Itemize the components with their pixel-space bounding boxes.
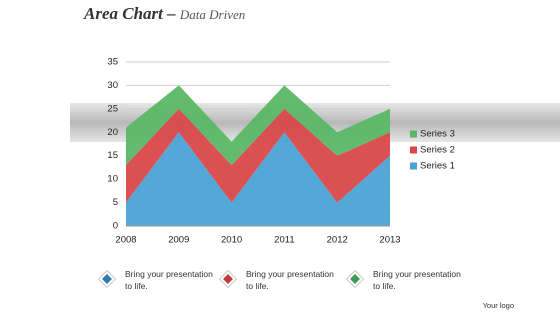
item-icon-inner: [350, 274, 360, 284]
y-tick-label: 10: [107, 174, 118, 185]
item-icon-inner: [223, 274, 233, 284]
footer: Your logo: [482, 301, 514, 310]
y-tick-label: 25: [107, 103, 118, 114]
legend-swatch: [410, 130, 417, 138]
y-tick-label: 30: [107, 80, 118, 91]
header-title: Area Chart – Data Driven: [84, 4, 246, 23]
item-text: Bring your presentation to life.: [246, 269, 334, 291]
legend-swatch: [410, 146, 417, 154]
x-tick-label: 2010: [221, 235, 242, 246]
x-tick-label: 2013: [379, 235, 400, 246]
y-tick-label: 5: [113, 197, 118, 208]
legend-label: Series 2: [420, 145, 455, 156]
legend-label: Series 3: [420, 129, 455, 140]
area: [126, 108, 390, 203]
x-tick-label: 2008: [115, 235, 136, 246]
legend-label: Series 1: [420, 161, 455, 172]
x-tick-label: 2012: [327, 235, 348, 246]
area: [126, 132, 390, 226]
y-tick-label: 15: [107, 150, 118, 161]
y-tick-label: 20: [107, 127, 118, 138]
area: [126, 85, 390, 166]
item-text: Bring your presentation to life.: [373, 269, 461, 291]
item-text: Bring your presentation to life.: [125, 269, 213, 291]
y-tick-label: 35: [107, 57, 118, 68]
legend-swatch: [410, 162, 417, 170]
y-tick-label: 0: [113, 221, 118, 232]
x-tick-label: 2011: [274, 235, 294, 246]
x-tick-label: 2009: [168, 235, 189, 246]
